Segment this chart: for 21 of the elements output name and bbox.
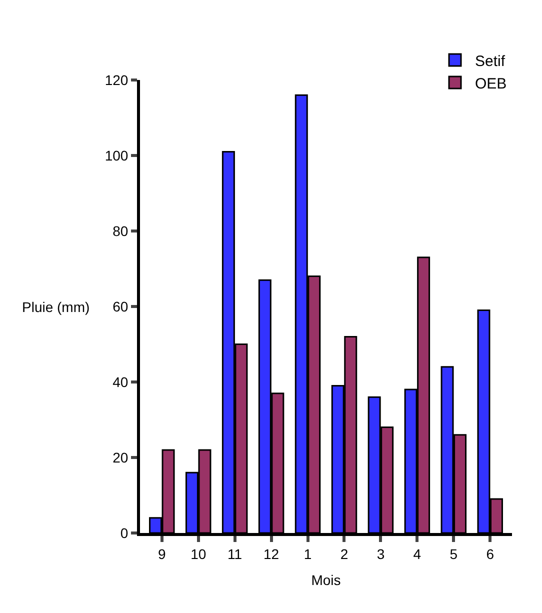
legend-label: Setif bbox=[475, 52, 506, 70]
x-tick-label: 2 bbox=[340, 546, 348, 562]
x-tick-label: 11 bbox=[228, 546, 242, 562]
y-tick-label: 40 bbox=[112, 374, 128, 390]
x-tick-label: 4 bbox=[413, 546, 422, 562]
x-tick-label: 6 bbox=[486, 546, 494, 562]
x-tick-label: 10 bbox=[190, 546, 206, 562]
y-axis-title: Pluie (mm) bbox=[22, 299, 90, 315]
y-tick-label: 100 bbox=[104, 147, 128, 164]
x-tick-label: 3 bbox=[376, 546, 385, 562]
x-axis-title: Mois bbox=[311, 572, 341, 588]
x-tick-label: 5 bbox=[450, 546, 458, 562]
y-tick-label: 120 bbox=[104, 72, 128, 88]
y-tick-label: 0 bbox=[120, 524, 128, 541]
x-tick-label: 1 bbox=[304, 546, 312, 562]
legend-label: OEB bbox=[475, 75, 507, 92]
y-tick-label: 60 bbox=[112, 298, 128, 314]
x-tick-label: 9 bbox=[158, 546, 166, 562]
y-tick-label: 80 bbox=[112, 222, 128, 239]
y-tick-label: 20 bbox=[112, 449, 128, 466]
x-tick-label: 12 bbox=[264, 546, 280, 562]
